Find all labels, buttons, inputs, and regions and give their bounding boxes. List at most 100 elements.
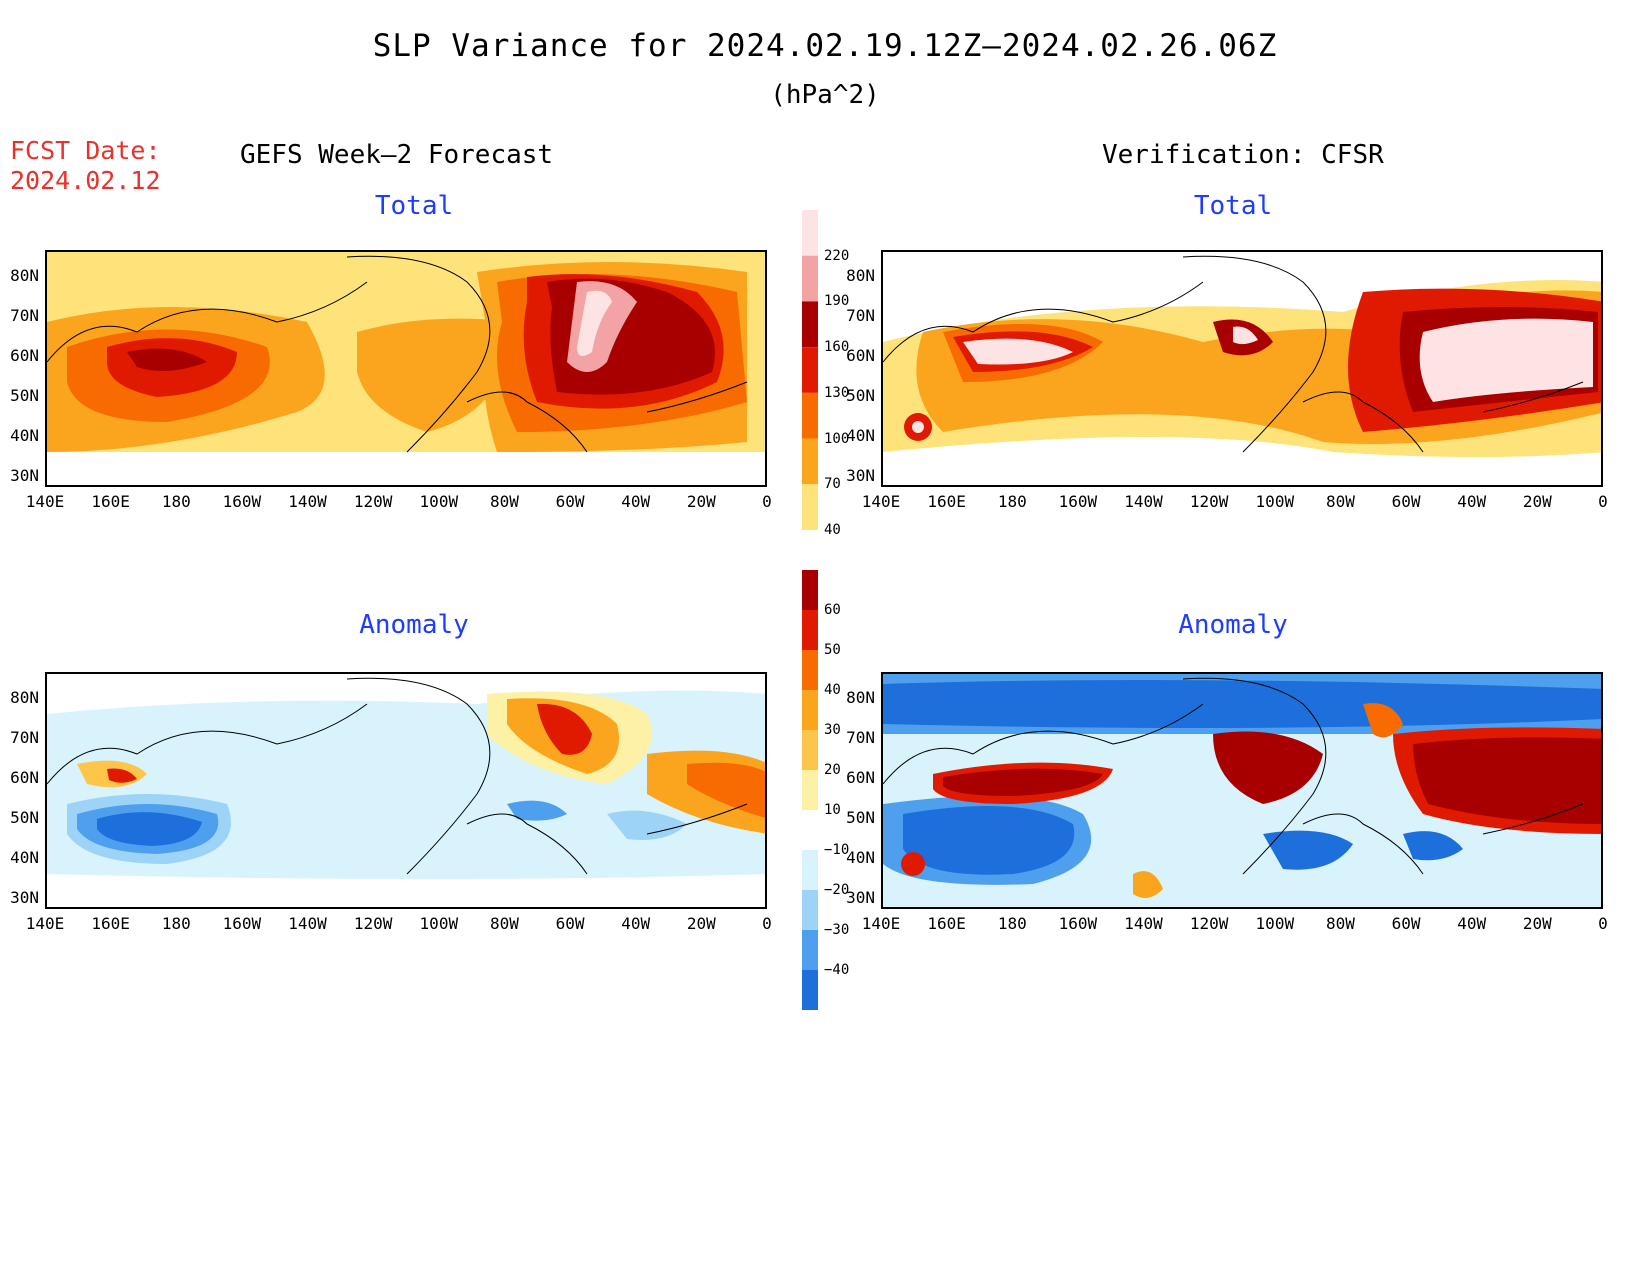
colorbar-level-label: −20: [824, 882, 850, 898]
lat-label: 40N: [10, 426, 39, 445]
lat-label: 60N: [846, 768, 875, 787]
lat-label: 50N: [846, 808, 875, 827]
colorbar-swatch: [802, 347, 818, 393]
lon-label: 20W: [1522, 914, 1552, 933]
colorbar-level-label: 100: [824, 430, 850, 447]
anomaly-colorbar: [802, 570, 818, 1010]
lat-label: 80N: [846, 266, 875, 285]
colorbar-swatch: [802, 850, 818, 890]
colorbar-swatch: [802, 255, 818, 302]
lon-label: 120W: [1189, 914, 1229, 933]
colorbar-level-label: 60: [824, 602, 841, 618]
verif-total-title: Total: [1193, 191, 1273, 221]
lon-label: 120W: [353, 914, 393, 933]
lon-label: 160W: [222, 492, 262, 511]
colorbar-swatch: [802, 484, 818, 530]
lon-label: 20W: [686, 492, 716, 511]
colorbar-swatch: [802, 690, 818, 730]
colorbar-level-label: −10: [824, 842, 850, 858]
lon-label: 60W: [1391, 492, 1421, 511]
verif-total-map: [881, 250, 1603, 487]
lon-label: 80W: [1326, 492, 1355, 511]
fcst-date-label: FCST Date:: [10, 136, 161, 165]
lat-label: 70N: [846, 306, 875, 325]
forecast-total-title: Total: [374, 191, 454, 221]
lon-label: 0: [1598, 492, 1608, 511]
colorbar-level-label: 130: [824, 384, 850, 401]
lon-label: 180: [161, 492, 191, 511]
colorbar-level-label: 40: [824, 682, 841, 698]
colorbar-level-label: 10: [824, 802, 841, 818]
colorbar-swatch: [802, 890, 818, 930]
lat-label: 40N: [846, 426, 875, 445]
lat-label: 30N: [10, 888, 39, 907]
lat-label: 40N: [846, 848, 875, 867]
colorbar-swatch: [802, 930, 818, 970]
lat-label: 70N: [10, 728, 39, 747]
lon-label: 0: [1598, 914, 1608, 933]
lon-label: 180: [997, 914, 1027, 933]
lon-label: 140E: [25, 914, 65, 933]
lon-label: 160E: [927, 914, 966, 933]
lon-label: 40W: [1457, 492, 1487, 511]
lon-label: 60W: [555, 914, 585, 933]
colorbar-swatch: [802, 570, 818, 610]
lon-label: 100W: [419, 492, 459, 511]
lon-label: 80W: [1326, 914, 1355, 933]
lon-label: 140W: [1124, 914, 1163, 933]
lon-label: 120W: [1189, 492, 1229, 511]
lat-label: 40N: [10, 848, 39, 867]
fcst-date-value: 2024.02.12: [10, 166, 161, 195]
lat-label: 60N: [846, 346, 875, 365]
lon-label: 180: [997, 492, 1027, 511]
units-label: (hPa^2): [770, 80, 880, 110]
lon-label: 20W: [1522, 492, 1552, 511]
forecast-anomaly-map: [45, 672, 767, 909]
lon-label: 140E: [25, 492, 65, 511]
lon-label: 80W: [490, 914, 519, 933]
lon-label: 140W: [288, 914, 327, 933]
lat-label: 60N: [10, 346, 39, 365]
lat-label: 80N: [10, 688, 39, 707]
lon-label: 40W: [1457, 914, 1487, 933]
colorbar-swatch: [802, 301, 818, 348]
lat-label: 50N: [846, 386, 875, 405]
lat-label: 30N: [846, 466, 875, 485]
forecast-anomaly-title: Anomaly: [359, 610, 469, 640]
lat-label: 70N: [10, 306, 39, 325]
lon-label: 40W: [621, 492, 651, 511]
lon-label: 100W: [1255, 492, 1295, 511]
lon-label: 60W: [1391, 914, 1421, 933]
colorbar-level-label: 70: [824, 476, 841, 493]
lon-label: 160W: [1058, 492, 1098, 511]
colorbar-swatch: [802, 810, 818, 850]
lon-label: 160E: [91, 492, 130, 511]
lon-label: 140W: [288, 492, 327, 511]
lon-label: 140W: [1124, 492, 1163, 511]
colorbar-level-label: 160: [824, 339, 850, 356]
lon-label: 140E: [861, 914, 901, 933]
lat-label: 50N: [10, 808, 39, 827]
lon-label: 0: [762, 492, 772, 511]
colorbar-level-label: 30: [824, 722, 841, 738]
lon-label: 160W: [1058, 914, 1098, 933]
lon-label: 120W: [353, 492, 393, 511]
lat-label: 70N: [846, 728, 875, 747]
lon-label: 160W: [222, 914, 262, 933]
colorbar-level-label: 220: [824, 247, 850, 264]
verif-anomaly-title: Anomaly: [1178, 610, 1288, 640]
colorbar-level-label: 190: [824, 293, 850, 310]
lon-label: 100W: [1255, 914, 1295, 933]
verification-column-title: Verification: CFSR: [1102, 140, 1384, 170]
verif-anomaly-map: [881, 672, 1603, 909]
lon-label: 80W: [490, 492, 519, 511]
forecast-total-map: [45, 250, 767, 487]
lat-label: 50N: [10, 386, 39, 405]
lat-label: 80N: [10, 266, 39, 285]
colorbar-swatch: [802, 650, 818, 690]
colorbar-swatch: [802, 392, 818, 439]
lon-label: 180: [161, 914, 191, 933]
lat-label: 80N: [846, 688, 875, 707]
figure-title: SLP Variance for 2024.02.19.12Z–2024.02.…: [372, 28, 1278, 64]
colorbar-level-label: −30: [824, 922, 850, 938]
